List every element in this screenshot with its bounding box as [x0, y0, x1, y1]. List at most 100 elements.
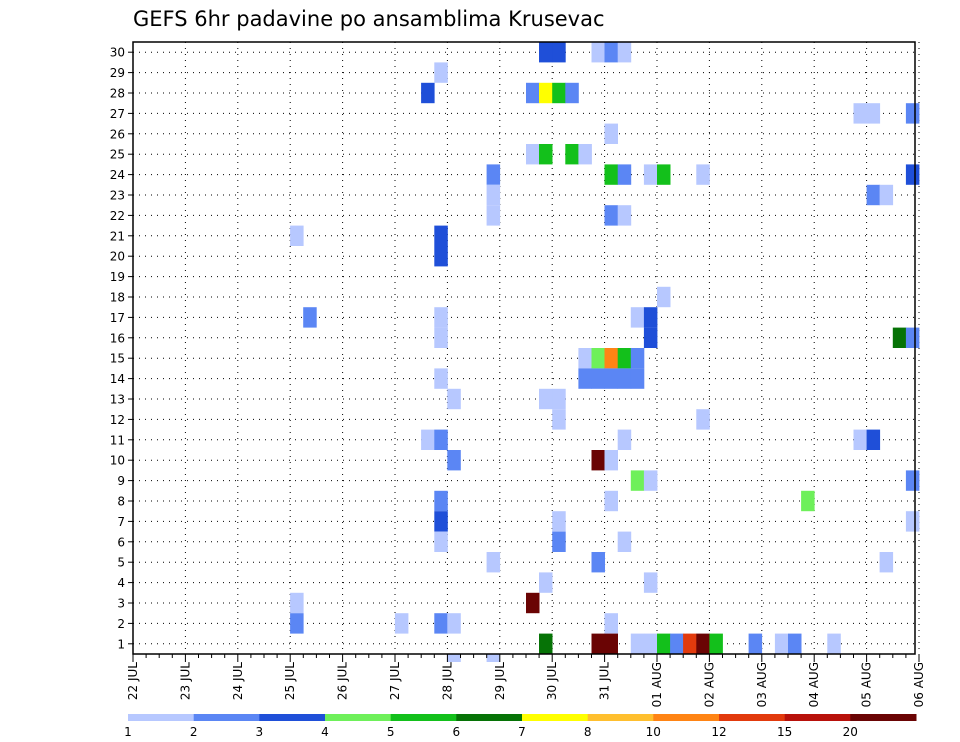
- precip-cell: [696, 409, 710, 430]
- precip-cell: [434, 368, 448, 389]
- x-tick-label: 26 JUL: [336, 662, 350, 700]
- precip-cell: [905, 511, 920, 532]
- precip-cell: [905, 103, 920, 124]
- colorbar-label: 12: [711, 725, 726, 739]
- precip-cell: [526, 144, 540, 165]
- y-tick-label: 6: [117, 535, 125, 549]
- precip-cell: [552, 82, 566, 104]
- precip-cell: [552, 388, 566, 410]
- y-tick-label: 10: [110, 454, 125, 468]
- y-tick-label: 5: [117, 556, 125, 570]
- precip-cell: [866, 429, 881, 450]
- precip-cell: [591, 368, 605, 389]
- precip-cell: [630, 368, 645, 389]
- x-tick-label: 23 JUL: [178, 662, 192, 700]
- colorbar-swatch: [325, 714, 392, 721]
- x-tick-label: 25 JUL: [283, 662, 297, 700]
- y-tick-label: 23: [110, 189, 125, 203]
- precip-cell: [394, 613, 409, 634]
- x-tick-label: 03 AUG: [755, 662, 769, 707]
- precip-cell: [827, 633, 841, 654]
- x-tick-label: 01 AUG: [650, 662, 664, 707]
- precip-cell: [643, 470, 658, 491]
- precip-cell: [552, 42, 566, 63]
- y-tick-label: 15: [110, 352, 125, 366]
- x-tick-label: 30 JUL: [545, 662, 559, 700]
- precip-cell: [630, 633, 645, 654]
- precip-cell: [604, 490, 618, 512]
- precip-cell: [578, 348, 592, 369]
- precip-cell: [486, 552, 501, 573]
- precip-cell: [801, 490, 815, 512]
- precip-cell: [552, 409, 566, 430]
- precip-cell: [486, 654, 501, 662]
- precip-cell: [617, 368, 632, 389]
- precip-cell: [630, 307, 645, 328]
- colorbar-swatch: [128, 714, 195, 721]
- precip-cell: [643, 327, 658, 348]
- precip-cell: [434, 225, 448, 246]
- precip-cell: [892, 327, 907, 348]
- precip-cell: [643, 572, 658, 593]
- precip-cell: [447, 388, 461, 410]
- colorbar-legend: 1 2 3 4 5 6 7 8 10 12 15 20: [124, 714, 917, 739]
- precip-cell: [696, 633, 710, 654]
- colorbar-label: 2: [190, 725, 198, 739]
- precip-cell: [866, 103, 881, 124]
- precip-cell: [434, 307, 448, 328]
- precip-cell: [539, 42, 553, 63]
- y-tick-label: 1: [117, 637, 125, 651]
- precip-cell: [421, 82, 435, 104]
- x-tick-label: 04 AUG: [807, 662, 821, 707]
- colorbar-label: 7: [518, 725, 526, 739]
- precip-cell: [604, 368, 618, 389]
- precip-cell: [539, 572, 553, 593]
- colorbar-label: 3: [255, 725, 263, 739]
- precip-cell: [526, 82, 540, 104]
- precip-cell: [434, 511, 448, 532]
- y-tick-label: 26: [110, 127, 125, 141]
- precip-cell: [905, 164, 920, 185]
- precip-cell: [604, 348, 618, 369]
- y-tick-label: 16: [110, 331, 125, 345]
- y-tick-label: 19: [110, 270, 125, 284]
- precip-cell: [604, 450, 618, 471]
- x-tick-label: 28 JUL: [440, 662, 454, 700]
- precip-cell: [290, 225, 304, 246]
- y-tick-label: 22: [110, 209, 125, 223]
- colorbar-swatch: [850, 714, 917, 721]
- data-cells: [290, 42, 920, 662]
- grid-lines: [133, 42, 920, 654]
- y-tick-label: 7: [117, 515, 125, 529]
- precip-cell: [591, 552, 605, 573]
- plot-frame: [132, 41, 916, 655]
- precip-cell: [657, 164, 671, 185]
- y-tick-label: 4: [117, 576, 125, 590]
- colorbar-swatch: [193, 714, 260, 721]
- precip-cell: [434, 327, 448, 348]
- precip-cell: [853, 429, 867, 450]
- precip-cell: [696, 164, 710, 185]
- colorbar-label: 1: [124, 725, 132, 739]
- precip-cell: [486, 164, 501, 185]
- x-tick-label: 02 AUG: [702, 662, 716, 707]
- precip-cell: [578, 144, 592, 165]
- precip-cell: [748, 633, 763, 654]
- colorbar-swatch: [719, 714, 786, 721]
- x-tick-label: 22 JUL: [126, 662, 140, 700]
- precip-cell: [643, 164, 658, 185]
- precip-cell: [709, 633, 723, 654]
- colorbar-swatch: [653, 714, 720, 721]
- precip-cell: [604, 42, 618, 63]
- y-tick-label: 30: [110, 46, 125, 60]
- precip-cell: [434, 531, 448, 552]
- precip-cell: [879, 552, 894, 573]
- precip-cell: [591, 450, 605, 471]
- colorbar-label: 5: [387, 725, 395, 739]
- y-tick-label: 2: [117, 617, 125, 631]
- precip-cell: [643, 307, 658, 328]
- precip-cell: [290, 613, 304, 634]
- y-tick-label: 24: [110, 168, 125, 182]
- colorbar-label: 8: [584, 725, 592, 739]
- y-tick-label: 8: [117, 495, 125, 509]
